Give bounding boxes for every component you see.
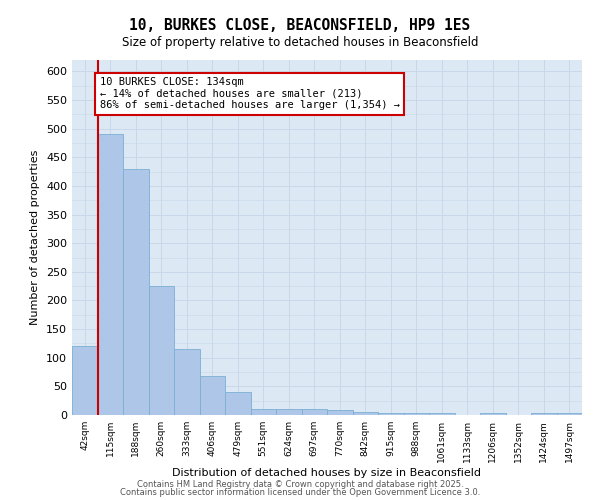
Text: Contains HM Land Registry data © Crown copyright and database right 2025.: Contains HM Land Registry data © Crown c… — [137, 480, 463, 489]
Bar — [276, 410, 302, 415]
Bar — [174, 349, 199, 415]
Text: Size of property relative to detached houses in Beaconsfield: Size of property relative to detached ho… — [122, 36, 478, 49]
Bar — [302, 410, 327, 415]
Bar — [97, 134, 123, 415]
Text: Contains public sector information licensed under the Open Government Licence 3.: Contains public sector information licen… — [120, 488, 480, 497]
Bar — [123, 169, 149, 415]
Bar — [72, 346, 97, 415]
Bar — [199, 376, 225, 415]
Y-axis label: Number of detached properties: Number of detached properties — [31, 150, 40, 325]
Bar — [251, 410, 276, 415]
Bar — [480, 414, 505, 415]
Bar — [404, 414, 429, 415]
Bar — [149, 286, 174, 415]
Bar — [557, 414, 582, 415]
Text: 10 BURKES CLOSE: 134sqm
← 14% of detached houses are smaller (213)
86% of semi-d: 10 BURKES CLOSE: 134sqm ← 14% of detache… — [100, 77, 400, 110]
Text: 10, BURKES CLOSE, BEACONSFIELD, HP9 1ES: 10, BURKES CLOSE, BEACONSFIELD, HP9 1ES — [130, 18, 470, 32]
Bar — [531, 414, 557, 415]
Bar — [327, 410, 353, 415]
Bar — [378, 412, 404, 415]
Bar — [225, 392, 251, 415]
Bar — [429, 414, 455, 415]
X-axis label: Distribution of detached houses by size in Beaconsfield: Distribution of detached houses by size … — [173, 468, 482, 477]
Bar — [353, 412, 378, 415]
